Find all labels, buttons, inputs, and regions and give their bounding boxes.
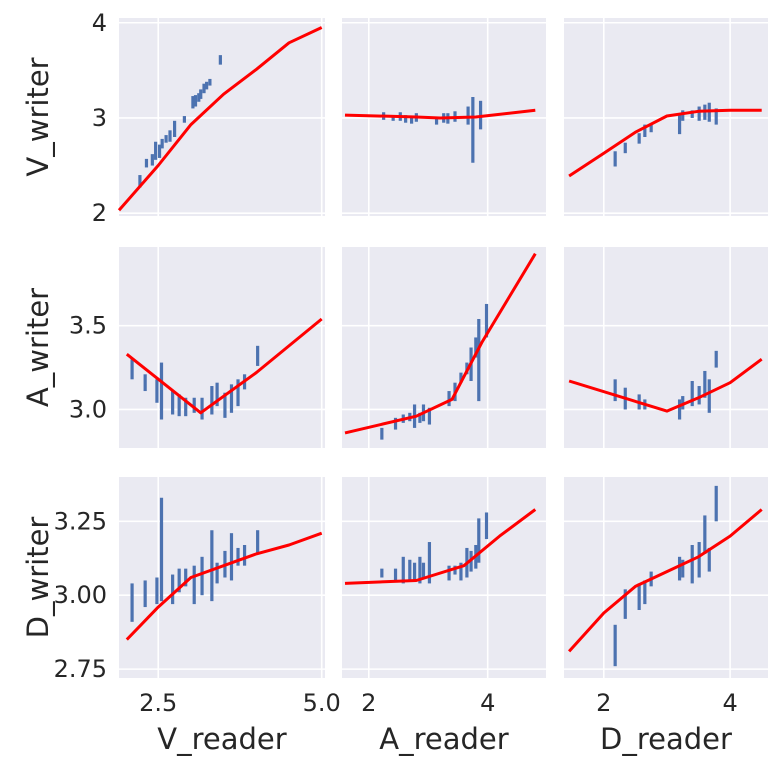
y-tick-label: 3.0	[69, 395, 107, 423]
x-axis-label: D_reader	[600, 722, 732, 756]
y-axis-label: A_writer	[21, 288, 55, 407]
panel-A_writer-vs-A_reader	[342, 247, 546, 448]
y-tick-label: 3.25	[54, 507, 107, 535]
fit-line	[344, 108, 536, 120]
panel-data	[568, 102, 762, 178]
x-axis-label: A_reader	[379, 722, 508, 756]
panel-background	[342, 247, 546, 448]
y-axis-label: D_writer	[21, 517, 55, 639]
y-tick-label: 3	[92, 104, 107, 132]
x-tick-label: 2.5	[139, 689, 177, 717]
y-tick-label: 3.5	[69, 312, 107, 340]
panel-A_writer-vs-V_reader	[119, 247, 325, 448]
x-tick-label: 4	[480, 689, 495, 717]
panel-background	[119, 247, 325, 448]
panel-data	[125, 497, 323, 641]
fit-line	[125, 531, 323, 641]
panel-D_writer-vs-D_reader	[564, 477, 768, 678]
y-tick-label: 3.00	[54, 581, 107, 609]
x-tick-label: 2	[361, 689, 376, 717]
fit-line	[568, 108, 762, 178]
y-tick-label: 2	[92, 199, 107, 227]
fit-line	[568, 357, 763, 413]
fit-line	[344, 252, 537, 435]
x-tick-label: 5.0	[303, 689, 341, 717]
fit-line	[567, 508, 763, 653]
panel-data	[567, 485, 763, 667]
y-axis-label: V_writer	[21, 57, 55, 176]
panel-A_writer-vs-D_reader	[564, 247, 768, 448]
panel-data	[568, 350, 763, 420]
panel-data	[125, 317, 323, 420]
panel-background	[342, 477, 546, 678]
x-tick-label: 2	[596, 689, 611, 717]
panel-background	[564, 477, 768, 678]
panel-data	[344, 252, 537, 440]
panel-background	[119, 18, 325, 216]
panel-data	[344, 508, 537, 585]
y-tick-label: 4	[92, 9, 107, 37]
panel-background	[119, 477, 325, 678]
fit-line	[344, 508, 537, 585]
panel-D_writer-vs-V_reader	[119, 477, 325, 678]
fit-line	[117, 26, 323, 212]
panel-background	[564, 247, 768, 448]
panel-V_writer-vs-V_reader	[119, 18, 325, 216]
panel-data	[117, 26, 323, 212]
panel-D_writer-vs-A_reader	[342, 477, 546, 678]
panel-data	[344, 97, 536, 163]
x-axis-label: V_reader	[157, 722, 286, 756]
fit-line	[125, 317, 323, 415]
y-tick-label: 2.75	[54, 655, 107, 683]
x-tick-label: 4	[722, 689, 737, 717]
